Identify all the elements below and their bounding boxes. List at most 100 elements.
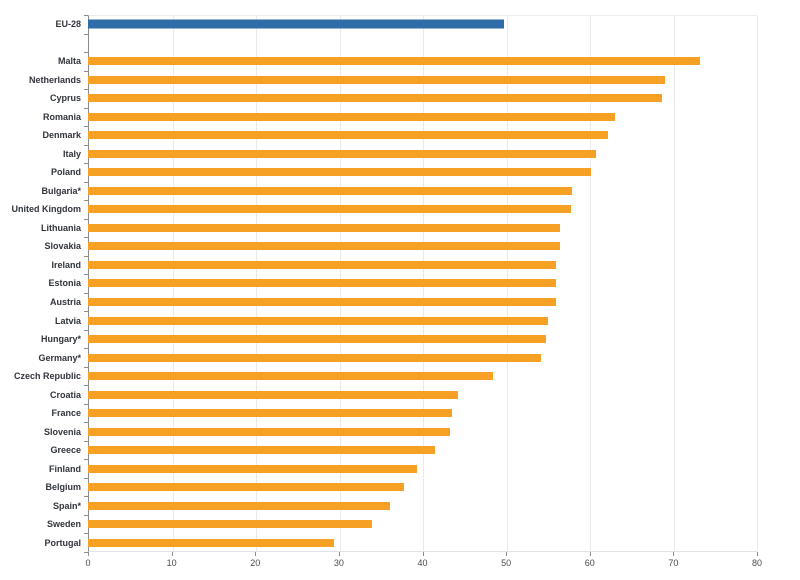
x-axis-tick bbox=[171, 552, 173, 556]
bar-row: Hungary* bbox=[0, 330, 800, 349]
category-tick bbox=[84, 496, 88, 498]
x-axis-tick-label: 60 bbox=[584, 558, 595, 568]
eu-28-bar bbox=[88, 19, 505, 29]
bar-track bbox=[88, 478, 757, 497]
category-tick bbox=[84, 237, 88, 239]
bar-track bbox=[88, 496, 757, 515]
category-tick bbox=[84, 514, 88, 516]
bar-track bbox=[88, 52, 757, 71]
x-axis-tick-label: 30 bbox=[333, 558, 344, 568]
category-label: Italy bbox=[62, 148, 81, 159]
category-label: Greece bbox=[50, 445, 81, 456]
bar-track bbox=[88, 367, 757, 386]
bar-row: Italy bbox=[0, 145, 800, 164]
category-label: Netherlands bbox=[28, 74, 81, 85]
country-bar bbox=[88, 149, 596, 158]
bar-row: Cyprus bbox=[0, 89, 800, 108]
country-bar bbox=[88, 538, 334, 547]
bar-row: Estonia bbox=[0, 274, 800, 293]
bar-row: Romania bbox=[0, 108, 800, 127]
category-tick bbox=[84, 52, 88, 54]
x-axis-tick bbox=[422, 552, 424, 556]
category-label: Latvia bbox=[54, 315, 81, 326]
country-bar bbox=[88, 409, 452, 418]
country-bar bbox=[88, 316, 548, 325]
category-label: Slovakia bbox=[44, 241, 81, 252]
bar-rows: EU-28 Malta Netherlands Cyprus Romania Denmar… bbox=[0, 15, 800, 552]
category-label: Czech Republic bbox=[13, 371, 81, 382]
category-tick bbox=[84, 218, 88, 220]
bar-track bbox=[88, 256, 757, 275]
x-axis-tick-label: 80 bbox=[751, 558, 763, 568]
bar-track bbox=[88, 533, 757, 552]
category-label: Sweden bbox=[46, 519, 81, 530]
bar-track bbox=[88, 422, 757, 441]
bar-track bbox=[88, 15, 757, 34]
country-bar bbox=[88, 223, 560, 232]
country-bar bbox=[88, 501, 390, 510]
gridline bbox=[673, 16, 675, 551]
category-label: Hungary* bbox=[40, 334, 81, 345]
bar-track bbox=[88, 441, 757, 460]
country-bar bbox=[88, 131, 609, 140]
category-label: Slovenia bbox=[43, 426, 81, 437]
country-bar bbox=[88, 520, 373, 529]
x-axis-tick-label: 50 bbox=[501, 558, 512, 568]
x-axis-tick bbox=[338, 552, 340, 556]
category-tick bbox=[84, 163, 88, 165]
category-label: France bbox=[51, 408, 81, 419]
category-tick bbox=[84, 292, 88, 294]
category-tick bbox=[84, 477, 88, 479]
country-bar bbox=[88, 260, 557, 269]
bar-track bbox=[88, 219, 757, 238]
spacer-row bbox=[0, 34, 800, 53]
x-axis-tick bbox=[255, 552, 257, 556]
country-bar bbox=[88, 242, 560, 251]
bar-track bbox=[88, 237, 757, 256]
country-bar bbox=[88, 464, 417, 473]
category-axis-ticks bbox=[84, 15, 88, 553]
category-tick bbox=[84, 255, 88, 257]
country-bar bbox=[88, 427, 451, 436]
country-bar bbox=[88, 483, 405, 492]
bar-track bbox=[88, 311, 757, 330]
category-tick bbox=[84, 144, 88, 146]
bar-row: Bulgaria* bbox=[0, 182, 800, 201]
bar-row: Belgium bbox=[0, 478, 800, 497]
bar-track bbox=[88, 459, 757, 478]
category-label: United Kingdom bbox=[11, 204, 82, 215]
category-label: Austria bbox=[49, 296, 81, 307]
category-tick bbox=[84, 126, 88, 128]
category-tick bbox=[84, 533, 88, 535]
bar-track bbox=[88, 182, 757, 201]
bar-track bbox=[88, 348, 757, 367]
gridline bbox=[757, 16, 758, 551]
bar-track bbox=[88, 404, 757, 423]
category-label: Spain* bbox=[52, 500, 81, 511]
category-tick bbox=[84, 329, 88, 331]
x-axis-tick-label: 20 bbox=[250, 558, 261, 568]
country-bar bbox=[88, 297, 557, 306]
category-tick bbox=[84, 348, 88, 350]
category-tick bbox=[84, 422, 88, 424]
x-axis-tick bbox=[506, 552, 508, 556]
bar-row: Sweden bbox=[0, 515, 800, 534]
bar-row: Czech Republic bbox=[0, 367, 800, 386]
bar-track bbox=[88, 200, 757, 219]
country-bar bbox=[88, 390, 459, 399]
category-tick bbox=[84, 385, 88, 387]
bar-track bbox=[88, 293, 757, 312]
bar-row: Slovenia bbox=[0, 422, 800, 441]
category-tick bbox=[84, 107, 88, 109]
category-label: Estonia bbox=[48, 278, 81, 289]
bar-row: Spain* bbox=[0, 496, 800, 515]
category-label: Bulgaria* bbox=[41, 185, 81, 196]
bar-row: Greece bbox=[0, 441, 800, 460]
category-tick bbox=[84, 200, 88, 202]
category-tick bbox=[84, 311, 88, 313]
category-tick bbox=[84, 440, 88, 442]
bar-track bbox=[88, 274, 757, 293]
country-bar bbox=[88, 75, 665, 84]
category-tick bbox=[84, 70, 88, 72]
